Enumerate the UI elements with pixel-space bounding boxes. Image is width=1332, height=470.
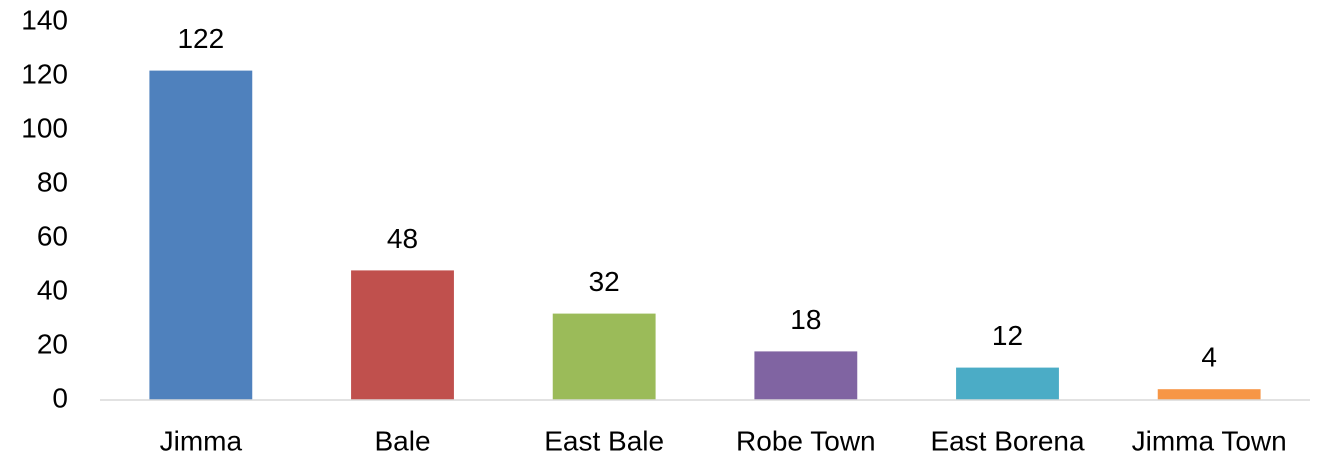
bar: [1157, 389, 1261, 400]
x-tick-label: Bale: [374, 425, 430, 456]
x-tick-label: East Borena: [930, 425, 1085, 456]
data-label: 4: [1201, 342, 1217, 373]
y-tick-label: 120: [21, 58, 68, 89]
bar: [956, 367, 1059, 400]
y-tick-label: 20: [37, 328, 68, 359]
y-tick-label: 0: [52, 382, 68, 413]
data-label: 32: [589, 266, 620, 297]
x-tick-label: Jimma Town: [1132, 425, 1287, 456]
data-label: 122: [177, 23, 224, 54]
y-tick-label: 40: [37, 274, 68, 305]
bar: [552, 313, 656, 400]
data-label: 48: [387, 223, 418, 254]
y-tick-label: 140: [21, 4, 68, 35]
x-tick-label: Robe Town: [736, 425, 876, 456]
bar: [754, 351, 858, 400]
bar: [149, 70, 253, 400]
data-label: 12: [992, 320, 1023, 351]
y-tick-label: 60: [37, 220, 68, 251]
x-tick-label: East Bale: [544, 425, 664, 456]
y-tick-label: 100: [21, 112, 68, 143]
data-label: 18: [790, 304, 821, 335]
y-tick-label: 80: [37, 166, 68, 197]
bar: [351, 270, 454, 400]
x-tick-label: Jimma: [160, 425, 243, 456]
